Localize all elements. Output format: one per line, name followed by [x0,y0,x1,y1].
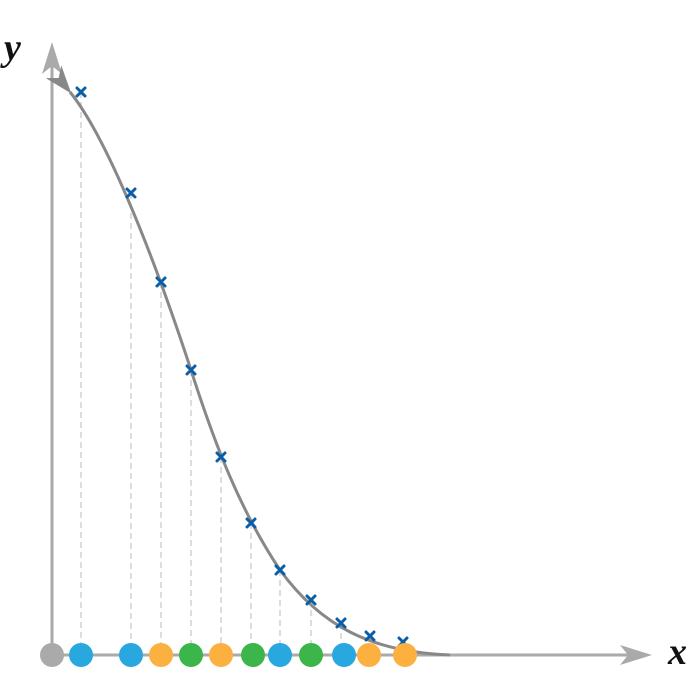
curve [45,65,451,657]
drop-lines [80,92,404,655]
axis-dots [40,643,417,667]
y-axis-label: y [0,27,21,69]
sample-marks [75,86,409,648]
axes [42,42,652,665]
x-axis-label: x [667,631,687,673]
